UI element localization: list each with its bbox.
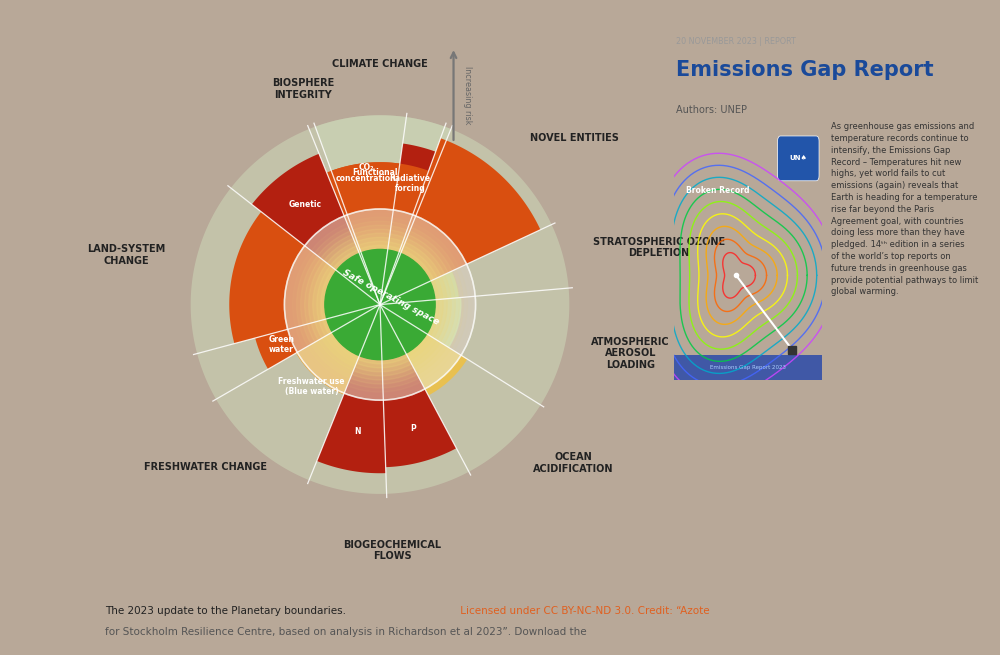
Polygon shape [461, 288, 569, 405]
Text: Authors: UNEP: Authors: UNEP [676, 105, 747, 115]
Circle shape [325, 250, 435, 360]
Circle shape [309, 233, 451, 376]
Circle shape [284, 209, 476, 400]
Polygon shape [309, 393, 387, 494]
Text: P: P [410, 424, 416, 434]
Circle shape [301, 225, 459, 384]
Text: Broken Record: Broken Record [686, 186, 749, 195]
Polygon shape [231, 129, 344, 246]
Circle shape [325, 250, 435, 360]
Polygon shape [331, 162, 400, 254]
Bar [674, 355, 822, 380]
Circle shape [297, 221, 463, 388]
Polygon shape [197, 329, 297, 400]
Text: Licensed under CC BY-NC-ND 3.0. Credit: “Azote: Licensed under CC BY-NC-ND 3.0. Credit: … [457, 606, 710, 616]
Text: Radiative
forcing: Radiative forcing [390, 174, 431, 193]
Polygon shape [405, 333, 467, 396]
Polygon shape [317, 354, 386, 473]
Text: Increasing risk: Increasing risk [463, 66, 472, 124]
Text: CLIMATE CHANGE: CLIMATE CHANGE [332, 60, 428, 69]
Polygon shape [229, 212, 338, 344]
Polygon shape [413, 126, 552, 264]
Text: Emissions Gap Report: Emissions Gap Report [676, 60, 934, 79]
Text: The 2023 update to the Planetary boundaries.: The 2023 update to the Planetary boundar… [105, 606, 346, 616]
Circle shape [305, 229, 455, 380]
Text: Emissions Gap Report 2023: Emissions Gap Report 2023 [710, 365, 786, 370]
Text: for Stockholm Resilience Centre, based on analysis in Richardson et al 2023”. Do: for Stockholm Resilience Centre, based o… [105, 627, 587, 637]
Polygon shape [383, 389, 469, 494]
Text: BIOSPHERE
INTEGRITY: BIOSPHERE INTEGRITY [272, 78, 334, 100]
Text: Freshwater use
(Blue water): Freshwater use (Blue water) [278, 377, 345, 396]
Polygon shape [255, 318, 334, 369]
FancyBboxPatch shape [778, 136, 819, 181]
Polygon shape [428, 271, 459, 300]
Polygon shape [327, 162, 433, 255]
Circle shape [317, 241, 443, 368]
Polygon shape [425, 297, 461, 348]
Polygon shape [467, 225, 569, 296]
Polygon shape [252, 154, 360, 272]
Text: OCEAN
ACIDIFICATION: OCEAN ACIDIFICATION [533, 453, 614, 474]
Text: NOVEL ENTITIES: NOVEL ENTITIES [530, 133, 619, 143]
Polygon shape [296, 331, 360, 394]
Circle shape [313, 237, 447, 372]
Text: BIOGEOCHEMICAL
FLOWS: BIOGEOCHEMICAL FLOWS [343, 540, 441, 561]
Text: Green
water: Green water [268, 335, 294, 354]
Text: ATMOSPHERIC
AEROSOL
LOADING: ATMOSPHERIC AEROSOL LOADING [591, 337, 670, 370]
Text: UN♠: UN♠ [789, 155, 807, 161]
Text: CO₂
concentration: CO₂ concentration [336, 163, 396, 183]
Polygon shape [191, 188, 305, 354]
Text: Functional: Functional [353, 168, 398, 177]
Polygon shape [393, 117, 445, 215]
Text: Safe operating space: Safe operating space [341, 268, 441, 327]
Polygon shape [309, 115, 451, 216]
Text: FRESHWATER CHANGE: FRESHWATER CHANGE [144, 462, 267, 472]
Circle shape [321, 246, 439, 364]
Polygon shape [382, 352, 456, 467]
Polygon shape [216, 352, 344, 480]
Text: 20 NOVEMBER 2023 | REPORT: 20 NOVEMBER 2023 | REPORT [676, 37, 796, 46]
Polygon shape [398, 138, 540, 282]
Text: N: N [354, 427, 361, 436]
Polygon shape [315, 115, 406, 215]
Text: LAND-SYSTEM
CHANGE: LAND-SYSTEM CHANGE [87, 244, 165, 266]
Text: STRATOSPHERIC OZONE
DEPLETION: STRATOSPHERIC OZONE DEPLETION [593, 236, 725, 258]
Polygon shape [425, 355, 541, 472]
Text: As greenhouse gas emissions and
temperature records continue to
intensify, the E: As greenhouse gas emissions and temperat… [831, 122, 978, 297]
Text: Genetic: Genetic [288, 200, 321, 209]
Polygon shape [387, 143, 436, 254]
